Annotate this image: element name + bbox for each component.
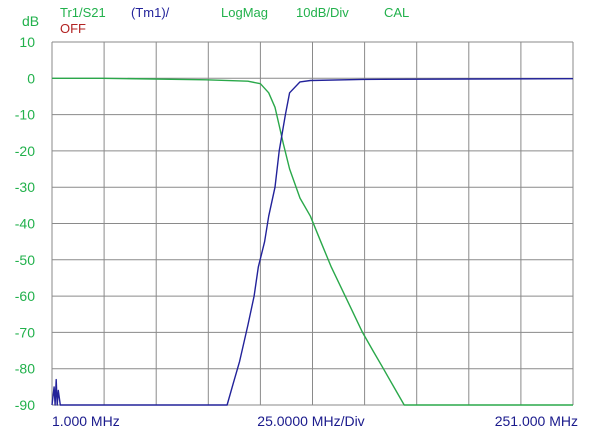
y-tick-label: 0 <box>27 70 35 86</box>
y-tick-label: -40 <box>15 216 35 232</box>
y-tick-labels: 10 0 -10 -20 -30 -40 -50 -60 -70 -80 -90 <box>15 34 35 413</box>
x-center-label: 25.0000 MHz/Div <box>257 413 364 429</box>
y-tick-label: 10 <box>19 34 35 50</box>
x-stop-label: 251.000 MHz <box>495 413 578 429</box>
trace-label: Tr1/S21 <box>60 5 106 20</box>
y-tick-label: -60 <box>15 288 35 304</box>
y-tick-label: -90 <box>15 397 35 413</box>
status-off-label: OFF <box>60 21 86 36</box>
format-label: LogMag <box>221 5 268 20</box>
trace-memory-line <box>51 77 574 406</box>
memory-trace-label: (Tm1)/ <box>131 5 170 20</box>
y-tick-label: -80 <box>15 361 35 377</box>
y-axis-unit-label: dB <box>22 13 39 29</box>
plot-grid <box>51 41 574 406</box>
y-tick-label: -50 <box>15 252 35 268</box>
y-tick-label: -70 <box>15 324 35 340</box>
x-start-label: 1.000 MHz <box>52 413 120 429</box>
scale-label: 10dB/Div <box>296 5 349 20</box>
trace-s21-line <box>52 77 573 406</box>
trace-lines <box>51 77 574 406</box>
cal-label: CAL <box>384 5 409 20</box>
y-tick-label: -20 <box>15 143 35 159</box>
y-tick-label: -30 <box>15 179 35 195</box>
y-tick-label: -10 <box>15 107 35 123</box>
